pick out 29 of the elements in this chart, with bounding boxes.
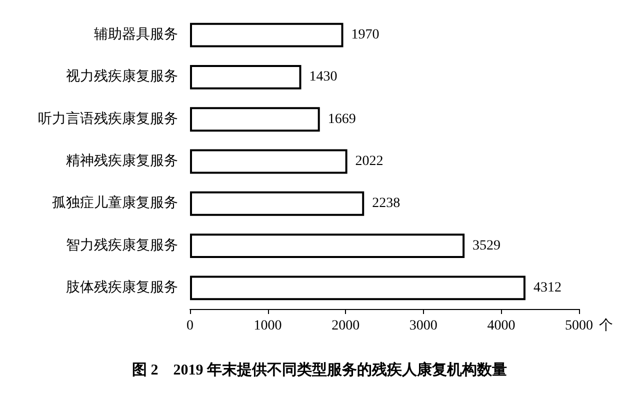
data-label: 3529 [472, 238, 501, 254]
y-tick-label: 听力言语残疾康复服务 [38, 110, 178, 127]
x-tick-label: 0 [186, 318, 194, 334]
y-tick-label: 肢体残疾康复服务 [66, 279, 178, 296]
bar [190, 234, 465, 258]
x-tick-label: 2000 [332, 318, 360, 334]
data-label: 1970 [351, 28, 380, 43]
x-tick-label: 3000 [409, 318, 438, 334]
y-tick-label: 孤独症儿童康复服务 [52, 195, 178, 212]
y-tick-label: 辅助器具服务 [94, 26, 178, 43]
x-tick-label: 4000 [487, 318, 516, 334]
y-tick-label: 精神残疾康复服务 [66, 153, 178, 169]
text: 图 2 2019 年末提供不同类型服务的残疾人康复机构数量 [132, 360, 507, 378]
data-label: 1430 [309, 70, 338, 85]
x-tick-label: 1000 [254, 318, 282, 334]
bar [190, 191, 364, 216]
data-label: 4312 [533, 280, 562, 296]
data-label: 2022 [355, 154, 384, 169]
x-axis-title: 个 [598, 318, 613, 334]
y-tick-label: 智力残疾康复服务 [66, 237, 178, 254]
data-label: 1669 [328, 112, 356, 127]
data-label: 2238 [372, 196, 400, 212]
bar [190, 276, 526, 300]
bar [190, 149, 348, 174]
bar [190, 64, 302, 90]
bar [190, 22, 344, 48]
bar [190, 107, 320, 132]
y-tick-label: 视力残疾康复服务 [66, 68, 178, 85]
x-tick-label: 5000 [565, 318, 593, 334]
